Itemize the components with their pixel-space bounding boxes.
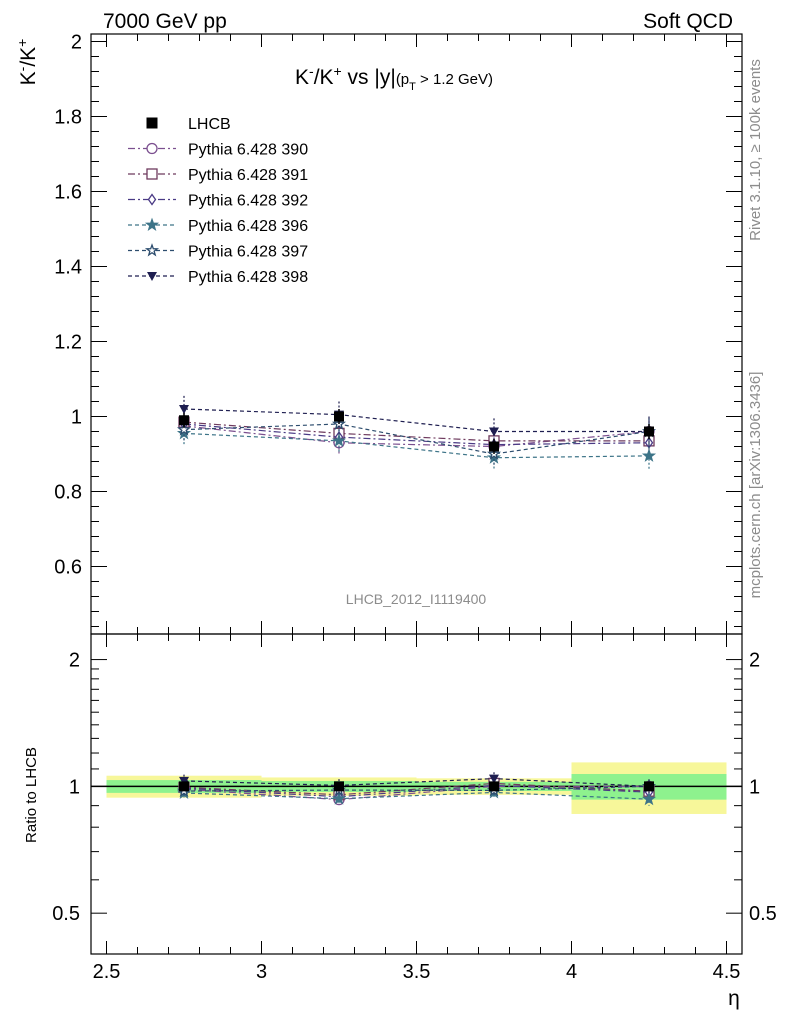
series-point <box>146 142 158 155</box>
x-tick-label: 4.5 <box>713 961 741 983</box>
series-ratio-line <box>183 784 650 798</box>
series-point <box>641 791 657 806</box>
header-left: 7000 GeV pp <box>103 10 227 33</box>
legend-label: Pythia 6.428 392 <box>188 193 308 210</box>
y-tick-label: 1.4 <box>54 257 82 279</box>
series-line <box>183 432 650 459</box>
series-point <box>489 441 499 452</box>
series-point <box>489 781 499 792</box>
rivet-label: Rivet 3.1.10, ≥ 100k events <box>747 59 764 241</box>
series-line <box>183 423 650 446</box>
series-ratio-line <box>183 785 650 792</box>
plot-title: K-/K+ vs |y|(pT > 1.2 GeV) <box>295 63 493 93</box>
ratio-y-tick-label: 0.5 <box>52 903 80 925</box>
series-pythia-6.428-390 <box>178 414 655 806</box>
y-axis-label: K-/K+ <box>14 39 40 86</box>
legend-label: Pythia 6.428 396 <box>188 218 308 235</box>
series-point <box>176 422 192 436</box>
y-tick-label: 2 <box>71 32 82 54</box>
axis-ticks: 2.5 3 3.5 4 4.5 0.6 0.8 1 1.2 1.4 1.6 1.8 2 0.5 0.5 1 1 2… <box>52 32 777 984</box>
series-point <box>179 405 189 414</box>
legend-entry: Pythia 6.428 398 <box>128 269 308 286</box>
mcplots-label: mcplots.cern.ch [arXiv:1306.3436] <box>747 372 764 599</box>
y-tick-label: 0.8 <box>54 482 82 504</box>
series-point <box>144 217 160 232</box>
ratio-y-tick-label: 2 <box>69 650 80 672</box>
series-point <box>644 781 654 792</box>
legend-label: Pythia 6.428 390 <box>188 142 308 159</box>
series-point <box>146 168 158 180</box>
legend-entry: Pythia 6.428 392 <box>128 193 308 210</box>
legend-label: Pythia 6.428 391 <box>188 167 308 184</box>
x-tick-label: 4 <box>566 961 577 983</box>
y-tick-label: 1.6 <box>54 182 82 204</box>
series-ratio-line <box>183 777 650 787</box>
series-point <box>147 193 157 206</box>
series-pythia-6.428-392 <box>179 412 654 803</box>
x-axis-label: η <box>728 987 740 1010</box>
series-lhcb <box>179 409 654 792</box>
legend-entry: LHCB <box>146 116 231 133</box>
ratio-y-tick-label: 1 <box>69 776 80 798</box>
series-point <box>331 791 347 805</box>
series-point <box>644 426 654 437</box>
series-point <box>179 781 189 792</box>
series-line <box>183 408 649 433</box>
series-point <box>331 433 347 447</box>
x-tick-label: 2.5 <box>93 961 121 983</box>
series-point <box>144 243 160 257</box>
ratio-y-axis-label: Ratio to LHCB <box>23 747 40 843</box>
series-ratio-line <box>183 791 650 800</box>
series-point <box>489 427 499 437</box>
series-point <box>179 415 189 426</box>
legend-entry: Pythia 6.428 396 <box>128 217 308 235</box>
legend-label: Pythia 6.428 397 <box>188 244 308 261</box>
ratio-y-tick-label-right: 0.5 <box>749 903 777 925</box>
header-right: Soft QCD <box>643 10 733 33</box>
watermark: LHCB_2012_I1119400 <box>346 591 487 607</box>
ratio-y-tick-label-right: 2 <box>749 650 760 672</box>
series-point <box>147 272 157 281</box>
legend: LHCB Pythia 6.428 390 Pythia 6.428 391 Pyth… <box>128 116 308 286</box>
y-tick-label: 1 <box>71 407 82 429</box>
legend-entry: Pythia 6.428 391 <box>128 167 308 184</box>
series-pythia-6.428-396 <box>176 422 657 806</box>
y-tick-label: 1.2 <box>54 332 82 354</box>
series-line <box>183 423 650 455</box>
legend-entry: Pythia 6.428 390 <box>128 142 308 159</box>
legend-label: Pythia 6.428 398 <box>188 269 308 286</box>
series-point <box>146 117 158 129</box>
series-ratio-line <box>183 785 649 801</box>
x-tick-label: 3.5 <box>403 961 431 983</box>
series-line <box>183 421 649 442</box>
series-point <box>641 448 657 462</box>
legend-entry: Pythia 6.428 397 <box>128 243 308 261</box>
series-layer <box>176 395 657 806</box>
y-tick-label: 1.8 <box>54 107 82 129</box>
legend-label: LHCB <box>188 116 231 133</box>
series-point <box>334 411 344 422</box>
x-tick-label: 3 <box>256 961 267 983</box>
series-point <box>489 774 499 784</box>
ratio-y-tick-label-right: 1 <box>749 776 760 798</box>
series-line <box>183 425 650 448</box>
series-point <box>334 781 344 792</box>
y-tick-label: 0.6 <box>54 557 82 579</box>
